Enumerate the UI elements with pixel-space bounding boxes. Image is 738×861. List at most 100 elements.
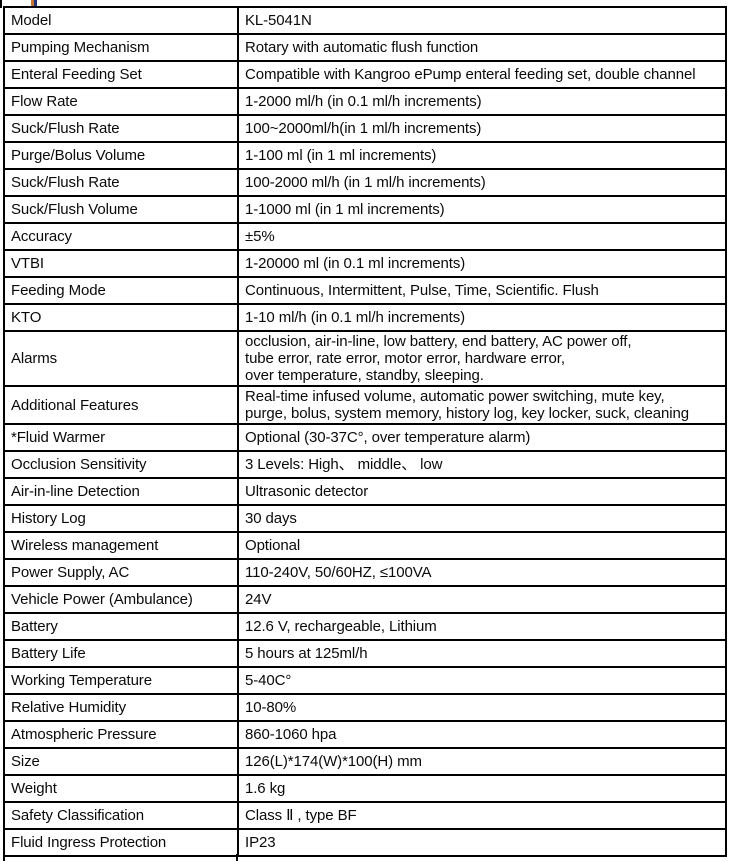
table-row: Working Temperature 5-40C° (3, 666, 727, 695)
spec-label-cell: Occlusion Sensitivity (3, 450, 239, 479)
spec-value: 12.6 V, rechargeable, Lithium (245, 617, 437, 635)
table-row: Alarms occlusion, air-in-line, low batte… (3, 330, 727, 387)
spec-label-cell: Battery Life (3, 639, 239, 668)
clipped-next-row-left-border (3, 854, 5, 861)
spec-label: Vehicle Power (Ambulance) (11, 590, 193, 608)
spec-label: KTO (11, 308, 42, 326)
spec-value-cell: occlusion, air-in-line, low battery, end… (237, 330, 727, 387)
spec-label: Purge/Bolus Volume (11, 146, 146, 164)
spec-value-cell: 1-100 ml (in 1 ml increments) (237, 141, 727, 170)
spec-label: VTBI (11, 254, 44, 272)
spec-label: Working Temperature (11, 671, 152, 689)
spec-value: 5 hours at 125ml/h (245, 644, 368, 662)
spec-label: Atmospheric Pressure (11, 725, 157, 743)
table-row: Battery Life 5 hours at 125ml/h (3, 639, 727, 668)
spec-value-cell: 12.6 V, rechargeable, Lithium (237, 612, 727, 641)
spec-label: Battery Life (11, 644, 86, 662)
spec-value: Compatible with Kangroo ePump enteral fe… (245, 65, 696, 83)
spec-value: Continuous, Intermittent, Pulse, Time, S… (245, 281, 599, 299)
spec-value-cell: 1.6 kg (237, 774, 727, 803)
spec-label-cell: Accuracy (3, 222, 239, 251)
spec-label: History Log (11, 509, 86, 527)
table-row: Power Supply, AC 110-240V, 50/60HZ, ≤100… (3, 558, 727, 587)
spec-value-cell: 5 hours at 125ml/h (237, 639, 727, 668)
spec-value-cell: Real-time infused volume, automatic powe… (237, 385, 727, 425)
spec-label-cell: Pumping Mechanism (3, 33, 239, 62)
spec-label: Weight (11, 779, 57, 797)
specifications-table-body: Model KL-5041N Pumping Mechanism Rotary … (3, 6, 727, 857)
table-row: Relative Humidity 10-80% (3, 693, 727, 722)
spec-label: Power Supply, AC (11, 563, 130, 581)
spec-value-cell: 1-10 ml/h (in 0.1 ml/h increments) (237, 303, 727, 332)
table-row: Safety Classification Class Ⅱ , type BF (3, 801, 727, 830)
spec-label: Feeding Mode (11, 281, 106, 299)
spec-value: 1-10 ml/h (in 0.1 ml/h increments) (245, 308, 466, 326)
spec-label-cell: Suck/Flush Rate (3, 168, 239, 197)
table-row: VTBI 1-20000 ml (in 0.1 ml increments) (3, 249, 727, 278)
table-row: *Fluid Warmer Optional (30-37C°, over te… (3, 423, 727, 452)
spec-value-cell: Optional (30-37C°, over temperature alar… (237, 423, 727, 452)
spec-value-cell: 860-1060 hpa (237, 720, 727, 749)
spec-label-cell: Air-in-line Detection (3, 477, 239, 506)
table-row: Size 126(L)*174(W)*100(H) mm (3, 747, 727, 776)
table-row: Pumping Mechanism Rotary with automatic … (3, 33, 727, 62)
table-row: Enteral Feeding Set Compatible with Kang… (3, 60, 727, 89)
spec-value: 100-2000 ml/h (in 1 ml/h increments) (245, 173, 486, 191)
table-row: History Log 30 days (3, 504, 727, 533)
spec-value: 100~2000ml/h(in 1 ml/h increments) (245, 119, 482, 137)
spec-value-cell: Continuous, Intermittent, Pulse, Time, S… (237, 276, 727, 305)
table-row: Purge/Bolus Volume 1-100 ml (in 1 ml inc… (3, 141, 727, 170)
spec-value-cell: Ultrasonic detector (237, 477, 727, 506)
spec-value: 1-1000 ml (in 1 ml increments) (245, 200, 445, 218)
spec-value: IP23 (245, 833, 276, 851)
table-row: Air-in-line Detection Ultrasonic detecto… (3, 477, 727, 506)
spec-value: Class Ⅱ , type BF (245, 806, 357, 824)
table-row: Atmospheric Pressure 860-1060 hpa (3, 720, 727, 749)
spec-label-cell: Battery (3, 612, 239, 641)
table-row: Suck/Flush Volume 1-1000 ml (in 1 ml inc… (3, 195, 727, 224)
spec-label: Relative Humidity (11, 698, 127, 716)
spec-value: 5-40C° (245, 671, 292, 689)
table-row: Battery 12.6 V, rechargeable, Lithium (3, 612, 727, 641)
spec-label: Size (11, 752, 40, 770)
spec-label: Battery (11, 617, 58, 635)
spec-value-cell: 24V (237, 585, 727, 614)
table-row: Weight 1.6 kg (3, 774, 727, 803)
spec-value-cell: 126(L)*174(W)*100(H) mm (237, 747, 727, 776)
spec-value-cell: 5-40C° (237, 666, 727, 695)
table-row: Accuracy ±5% (3, 222, 727, 251)
spec-value: 1-2000 ml/h (in 0.1 ml/h increments) (245, 92, 482, 110)
spec-value: 1.6 kg (245, 779, 286, 797)
spec-label: Suck/Flush Rate (11, 119, 120, 137)
table-row: Fluid Ingress Protection IP23 (3, 828, 727, 857)
spec-label-cell: *Fluid Warmer (3, 423, 239, 452)
table-row: Suck/Flush Rate 100~2000ml/h(in 1 ml/h i… (3, 114, 727, 143)
spec-value: 30 days (245, 509, 297, 527)
spec-value-cell: 100-2000 ml/h (in 1 ml/h increments) (237, 168, 727, 197)
table-row: KTO 1-10 ml/h (in 0.1 ml/h increments) (3, 303, 727, 332)
spec-label-cell: Working Temperature (3, 666, 239, 695)
spec-value: KL-5041N (245, 11, 312, 29)
spec-value: 3 Levels: High、 middle、 low (245, 455, 443, 473)
spec-label-cell: Fluid Ingress Protection (3, 828, 239, 857)
spec-label-cell: VTBI (3, 249, 239, 278)
spec-label: *Fluid Warmer (11, 428, 105, 446)
spec-label-cell: Enteral Feeding Set (3, 60, 239, 89)
spec-value: occlusion, air-in-line, low battery, end… (245, 333, 632, 384)
spec-value-cell: 1-20000 ml (in 0.1 ml increments) (237, 249, 727, 278)
spec-value: Ultrasonic detector (245, 482, 369, 500)
spec-label: Enteral Feeding Set (11, 65, 142, 83)
clipped-next-row-column-divider (236, 854, 238, 861)
table-row: Vehicle Power (Ambulance) 24V (3, 585, 727, 614)
spec-label-cell: Vehicle Power (Ambulance) (3, 585, 239, 614)
spec-value: 860-1060 hpa (245, 725, 337, 743)
spec-label-cell: History Log (3, 504, 239, 533)
spec-value: 126(L)*174(W)*100(H) mm (245, 752, 422, 770)
table-row: Occlusion Sensitivity 3 Levels: High、 mi… (3, 450, 727, 479)
spec-label-cell: Alarms (3, 330, 239, 387)
spec-label: Suck/Flush Rate (11, 173, 120, 191)
spec-label-cell: Flow Rate (3, 87, 239, 116)
spec-value-cell: 3 Levels: High、 middle、 low (237, 450, 727, 479)
spec-label-cell: Suck/Flush Rate (3, 114, 239, 143)
